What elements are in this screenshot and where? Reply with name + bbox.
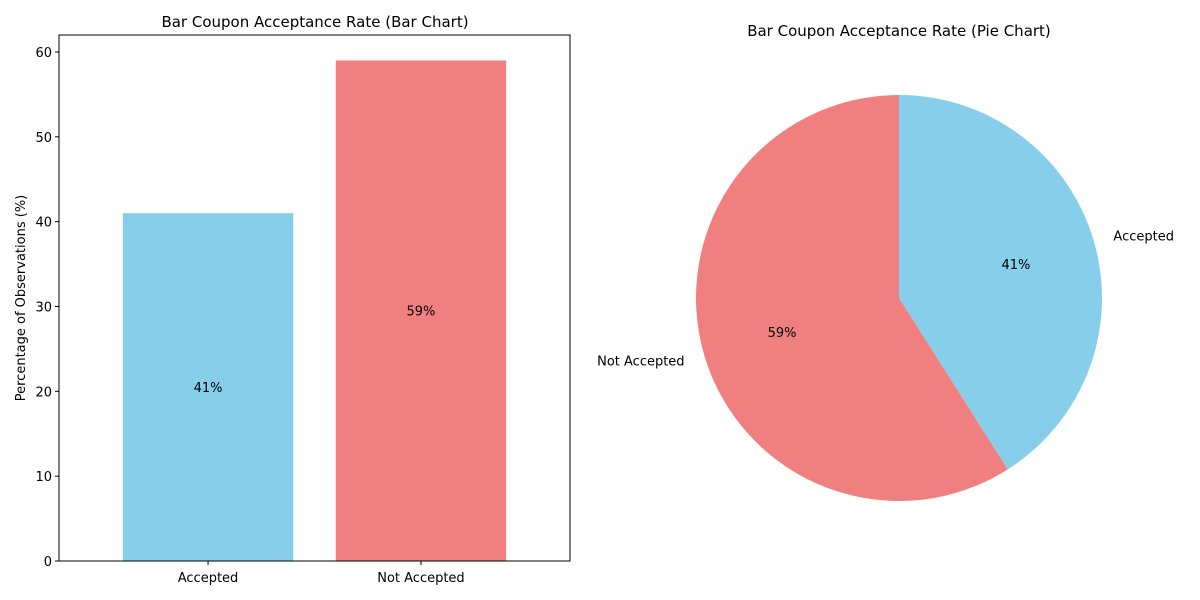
pie-chart: Bar Coupon Acceptance Rate (Pie Chart) 4… — [597, 22, 1174, 502]
bar-chart-title: Bar Coupon Acceptance Rate (Bar Chart) — [161, 13, 468, 31]
y-tick-label: 10 — [35, 470, 52, 485]
x-tick-label-not-accepted: Not Accepted — [377, 571, 464, 586]
pie-data-label-not-accepted: 59% — [768, 326, 797, 341]
bar-plot-area: 41% 59% — [122, 60, 507, 562]
bar-data-label-accepted: 41% — [194, 381, 223, 396]
pie-data-label-accepted: 41% — [1002, 258, 1031, 273]
pie-slice-accepted — [899, 95, 1102, 470]
pie-chart-title: Bar Coupon Acceptance Rate (Pie Chart) — [747, 22, 1051, 40]
bar-not-accepted — [335, 60, 507, 562]
x-tick-label-accepted: Accepted — [178, 571, 239, 586]
bar-plot-frame — [58, 34, 571, 562]
bar-y-axis-label: Percentage of Observations (%) — [14, 195, 29, 402]
bar-y-axis: 0 10 20 30 40 50 60 — [35, 46, 59, 570]
pie-category-label-accepted: Accepted — [1113, 230, 1174, 245]
pie-category-label-not-accepted: Not Accepted — [597, 354, 684, 369]
y-tick-label: 60 — [35, 46, 52, 61]
pie-slice-not-accepted — [695, 95, 1008, 502]
y-tick-label: 50 — [35, 131, 52, 146]
bar-chart: Bar Coupon Acceptance Rate (Bar Chart) 4… — [14, 13, 571, 586]
pie-labels: 41% Accepted 59% Not Accepted — [597, 230, 1174, 370]
pie-slices — [695, 95, 1102, 502]
y-tick-label: 30 — [35, 300, 52, 315]
bar-accepted — [122, 213, 294, 561]
y-tick-label: 40 — [35, 216, 52, 231]
y-tick-label: 20 — [35, 385, 52, 400]
y-tick-label: 0 — [44, 555, 52, 570]
bar-data-label-not-accepted: 59% — [407, 305, 436, 320]
bar-x-axis: Accepted Not Accepted — [178, 561, 465, 586]
